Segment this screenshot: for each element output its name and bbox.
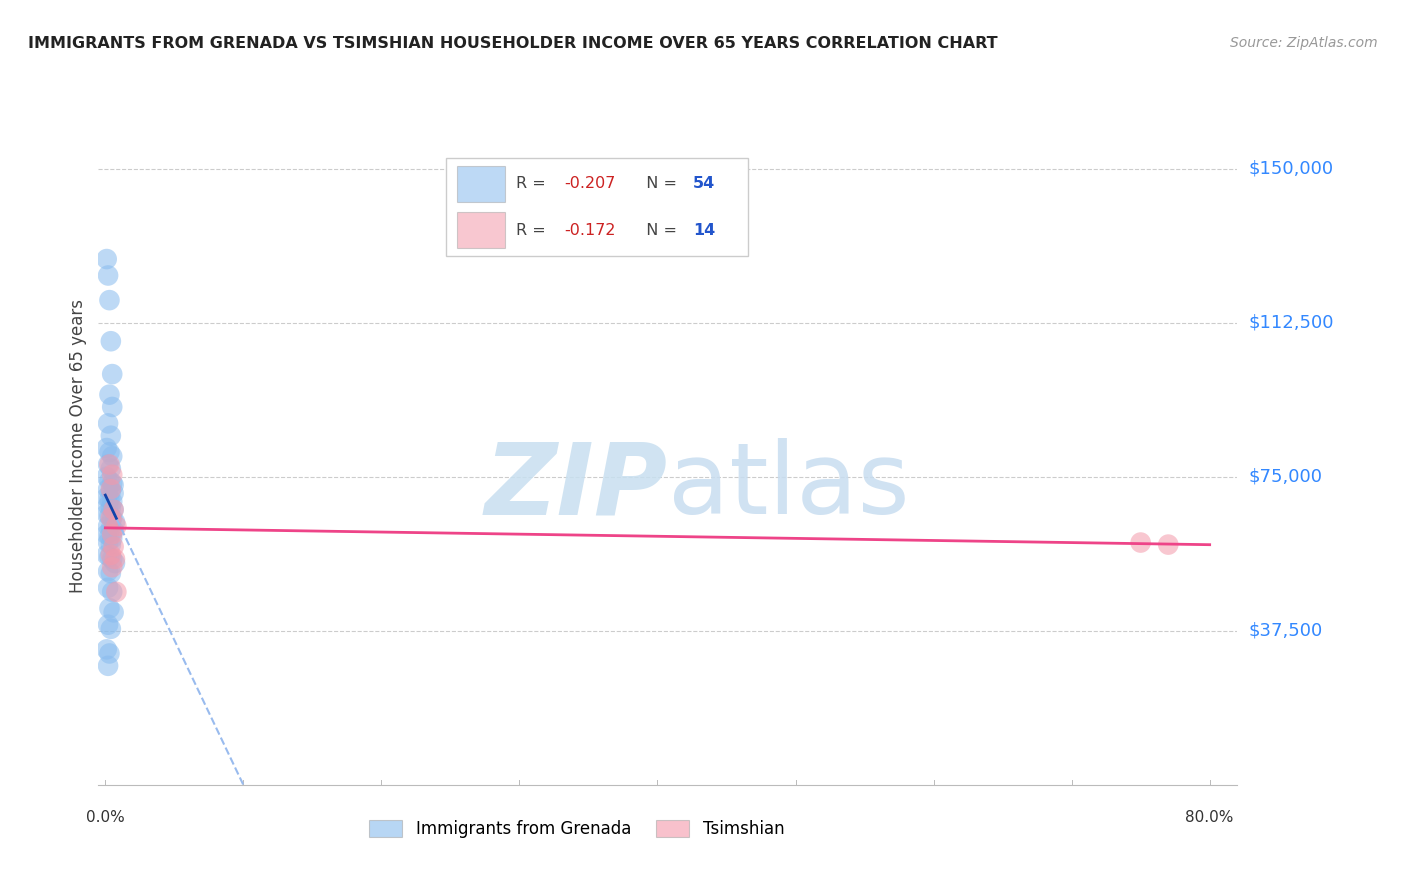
Legend: Immigrants from Grenada, Tsimshian: Immigrants from Grenada, Tsimshian xyxy=(363,813,792,845)
Point xyxy=(98,387,121,401)
FancyBboxPatch shape xyxy=(457,212,505,248)
Point xyxy=(101,532,124,546)
Point xyxy=(101,367,124,381)
Point xyxy=(98,492,121,507)
Text: 0.0%: 0.0% xyxy=(86,810,125,825)
Point xyxy=(96,507,118,521)
Point xyxy=(103,478,125,492)
Point xyxy=(105,519,128,533)
Text: -0.172: -0.172 xyxy=(564,223,616,237)
Point xyxy=(104,552,127,566)
Point xyxy=(97,417,120,431)
Text: -0.207: -0.207 xyxy=(564,177,616,192)
Text: R =: R = xyxy=(516,177,551,192)
Point xyxy=(97,499,120,513)
Point xyxy=(96,441,118,455)
Text: $37,500: $37,500 xyxy=(1249,622,1323,640)
Point xyxy=(96,252,118,266)
Point xyxy=(100,566,122,581)
Point xyxy=(97,564,120,578)
Text: atlas: atlas xyxy=(668,438,910,535)
Point xyxy=(100,538,122,552)
Point xyxy=(96,470,118,484)
Text: $75,000: $75,000 xyxy=(1249,467,1323,486)
Text: N =: N = xyxy=(636,223,682,237)
Point xyxy=(100,428,122,442)
FancyBboxPatch shape xyxy=(457,166,505,202)
Point xyxy=(98,549,121,564)
Point xyxy=(97,581,120,595)
Point xyxy=(97,458,120,472)
Point xyxy=(97,482,120,496)
Text: 54: 54 xyxy=(693,177,716,192)
Point xyxy=(1129,535,1152,549)
Text: 14: 14 xyxy=(693,223,716,237)
Point xyxy=(97,519,120,533)
Text: Source: ZipAtlas.com: Source: ZipAtlas.com xyxy=(1230,36,1378,50)
Point xyxy=(100,511,122,525)
Point xyxy=(104,556,127,570)
Y-axis label: Householder Income Over 65 years: Householder Income Over 65 years xyxy=(69,299,87,593)
Point xyxy=(104,515,127,529)
Point xyxy=(101,400,124,414)
Point xyxy=(98,647,121,661)
Point xyxy=(100,622,122,636)
Point xyxy=(103,502,125,516)
Point xyxy=(97,658,120,673)
Point xyxy=(100,334,122,349)
Point xyxy=(101,527,124,541)
Point xyxy=(103,486,125,500)
Point xyxy=(103,606,125,620)
Point xyxy=(100,548,122,562)
Point xyxy=(100,482,122,496)
Point xyxy=(101,450,124,464)
Point xyxy=(96,642,118,657)
Point xyxy=(97,617,120,632)
Point xyxy=(96,527,118,541)
Point xyxy=(98,293,121,307)
Point xyxy=(105,585,128,599)
Point xyxy=(100,521,122,535)
FancyBboxPatch shape xyxy=(446,158,748,256)
Point xyxy=(103,502,125,516)
Point xyxy=(101,560,124,574)
Point xyxy=(101,467,124,482)
Point xyxy=(1157,538,1180,552)
Point xyxy=(101,511,124,525)
Point xyxy=(98,508,121,523)
Point xyxy=(103,523,125,537)
Point xyxy=(96,548,118,562)
Text: 80.0%: 80.0% xyxy=(1185,810,1234,825)
Point xyxy=(100,461,122,475)
Text: IMMIGRANTS FROM GRENADA VS TSIMSHIAN HOUSEHOLDER INCOME OVER 65 YEARS CORRELATIO: IMMIGRANTS FROM GRENADA VS TSIMSHIAN HOU… xyxy=(28,36,998,51)
Text: $150,000: $150,000 xyxy=(1249,160,1333,178)
Point xyxy=(97,268,120,283)
Text: ZIP: ZIP xyxy=(485,438,668,535)
Point xyxy=(98,458,121,472)
Point xyxy=(98,601,121,615)
Point xyxy=(97,535,120,549)
Point xyxy=(103,540,125,554)
Point xyxy=(98,529,121,543)
Point xyxy=(98,474,121,488)
Point xyxy=(96,491,118,505)
Point xyxy=(98,445,121,459)
Point xyxy=(101,494,124,508)
Text: N =: N = xyxy=(636,177,682,192)
Point xyxy=(101,552,124,566)
Point xyxy=(101,475,124,490)
Point xyxy=(100,484,122,499)
Text: R =: R = xyxy=(516,223,551,237)
Text: $112,500: $112,500 xyxy=(1249,314,1334,332)
Point xyxy=(100,500,122,515)
Point xyxy=(101,585,124,599)
